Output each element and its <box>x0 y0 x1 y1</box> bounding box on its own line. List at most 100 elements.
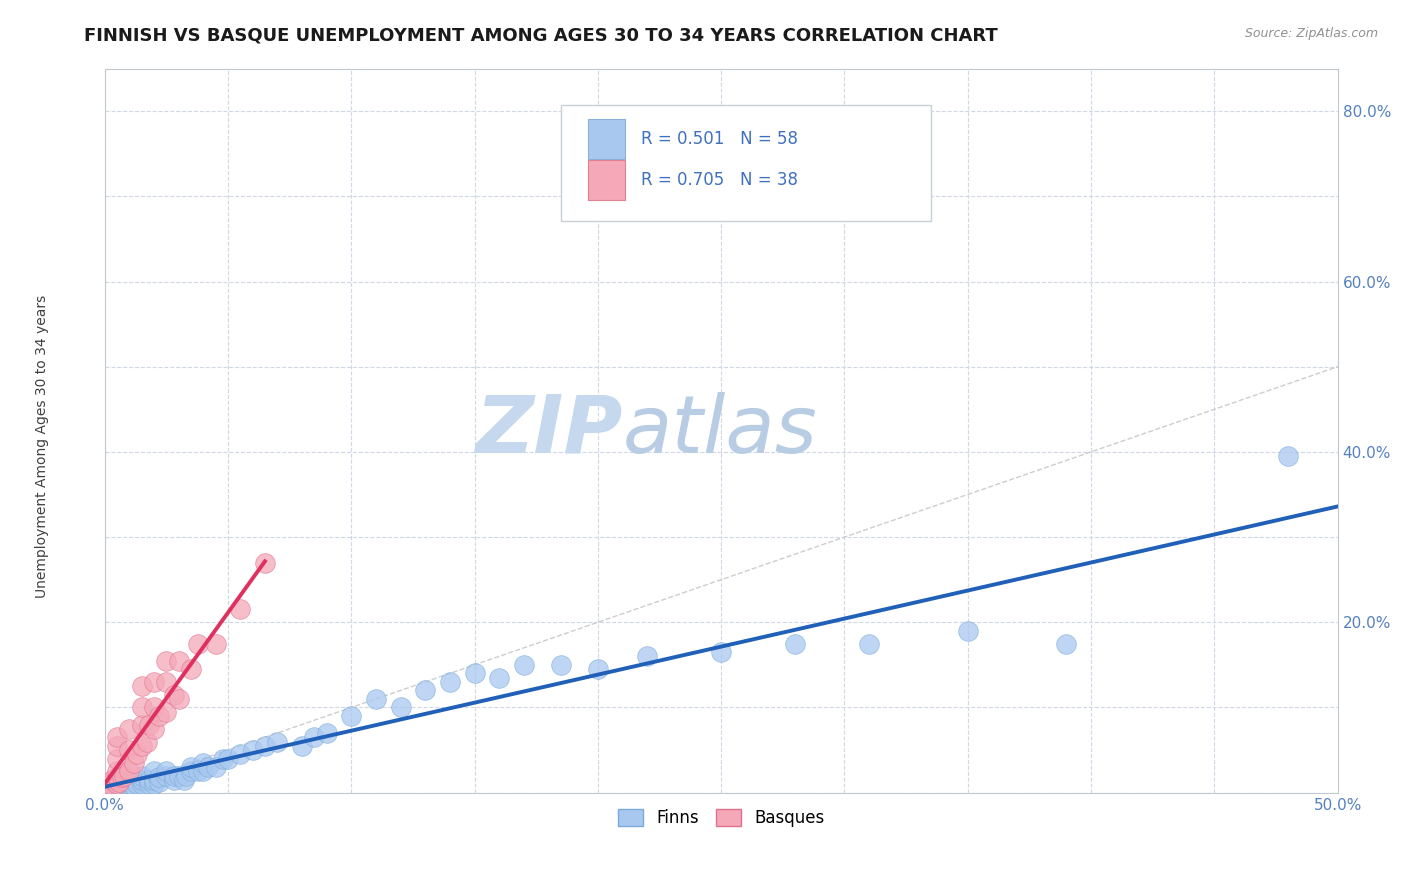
Point <box>439 674 461 689</box>
Point <box>112 775 135 789</box>
Point <box>636 649 658 664</box>
Point <box>112 769 135 783</box>
Point <box>96 777 118 791</box>
Point <box>389 700 412 714</box>
Point <box>304 731 326 745</box>
Point <box>229 747 252 762</box>
Point <box>364 692 387 706</box>
FancyBboxPatch shape <box>561 104 931 220</box>
Point <box>291 739 314 753</box>
Point <box>131 769 153 783</box>
Point <box>101 772 124 787</box>
Point <box>98 781 121 796</box>
Point <box>118 764 141 779</box>
Point <box>122 756 145 770</box>
Point <box>1277 449 1299 463</box>
Text: Source: ZipAtlas.com: Source: ZipAtlas.com <box>1244 27 1378 40</box>
Point <box>131 777 153 791</box>
Point <box>148 775 170 789</box>
Text: ZIP: ZIP <box>475 392 623 469</box>
Point <box>229 602 252 616</box>
Point <box>148 709 170 723</box>
Point <box>105 770 128 784</box>
Text: FINNISH VS BASQUE UNEMPLOYMENT AMONG AGES 30 TO 34 YEARS CORRELATION CHART: FINNISH VS BASQUE UNEMPLOYMENT AMONG AGE… <box>84 27 998 45</box>
Point <box>118 743 141 757</box>
Point <box>413 683 436 698</box>
Point <box>138 777 160 791</box>
Point <box>105 739 128 753</box>
Point <box>143 772 166 787</box>
Text: R = 0.501   N = 58: R = 0.501 N = 58 <box>641 130 799 148</box>
Point <box>956 624 979 638</box>
Point <box>1054 636 1077 650</box>
Point <box>163 772 186 787</box>
Point <box>513 657 536 672</box>
Legend: Finns, Basques: Finns, Basques <box>610 800 832 835</box>
Point <box>98 777 121 791</box>
Point <box>163 769 186 783</box>
Point <box>108 775 131 789</box>
Point <box>464 666 486 681</box>
Point <box>173 772 195 787</box>
Point <box>105 779 128 793</box>
Point <box>118 777 141 791</box>
Point <box>340 709 363 723</box>
Point <box>180 764 202 779</box>
Point <box>155 764 177 779</box>
Point <box>118 722 141 736</box>
Point <box>143 700 166 714</box>
Point <box>785 636 807 650</box>
Point <box>143 674 166 689</box>
Bar <box>588 120 626 159</box>
Point <box>204 636 226 650</box>
Text: atlas: atlas <box>623 392 817 469</box>
Point <box>204 760 226 774</box>
Point <box>125 747 148 762</box>
Point <box>131 772 153 787</box>
Point <box>135 734 157 748</box>
Point <box>193 756 215 770</box>
Point <box>167 692 190 706</box>
Point <box>155 654 177 668</box>
Point <box>253 739 276 753</box>
Point <box>187 636 209 650</box>
Point <box>212 751 235 765</box>
Point <box>155 769 177 783</box>
Point <box>122 779 145 793</box>
Point <box>155 705 177 719</box>
Point <box>488 671 510 685</box>
Point <box>193 764 215 779</box>
Point <box>105 764 128 779</box>
Point <box>217 751 239 765</box>
Point <box>710 645 733 659</box>
Point <box>111 770 134 784</box>
Point <box>131 739 153 753</box>
Point <box>105 777 128 791</box>
Point <box>118 781 141 796</box>
Point <box>105 751 128 765</box>
Point <box>197 760 219 774</box>
Point <box>138 717 160 731</box>
Point <box>143 764 166 779</box>
Point <box>131 679 153 693</box>
Point <box>253 556 276 570</box>
Point <box>143 722 166 736</box>
Point <box>148 770 170 784</box>
Point <box>266 734 288 748</box>
Point <box>586 662 609 676</box>
Point <box>858 636 880 650</box>
Point <box>242 743 264 757</box>
Point <box>131 717 153 731</box>
Point <box>167 654 190 668</box>
Point <box>118 772 141 787</box>
Point <box>167 769 190 783</box>
Point <box>105 731 128 745</box>
Point <box>550 657 572 672</box>
Bar <box>588 161 626 201</box>
Text: Unemployment Among Ages 30 to 34 years: Unemployment Among Ages 30 to 34 years <box>35 294 49 598</box>
Point <box>174 769 197 783</box>
Text: R = 0.705   N = 38: R = 0.705 N = 38 <box>641 171 799 189</box>
Point <box>125 777 148 791</box>
Point <box>180 760 202 774</box>
Point <box>315 726 337 740</box>
